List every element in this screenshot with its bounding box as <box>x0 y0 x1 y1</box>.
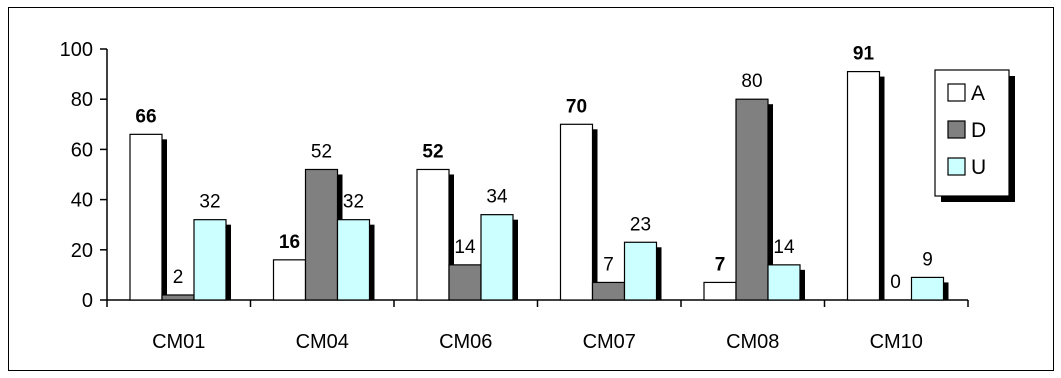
data-label: 7 <box>603 254 614 275</box>
bar-u <box>336 219 371 301</box>
labels-layer: 66 2 32 16 52 32 52 14 34 70 7 23 7 80 14 91 09 <box>135 44 932 293</box>
category-label: CM10 <box>870 331 923 353</box>
bar-u <box>910 276 945 301</box>
data-label: 34 <box>486 187 508 208</box>
bar-a <box>703 281 737 301</box>
data-label: 70 <box>566 96 587 117</box>
data-label: 9 <box>922 249 933 270</box>
bar-d <box>591 281 626 301</box>
data-label: 32 <box>199 192 220 213</box>
data-label: 16 <box>279 232 300 253</box>
category-label: CM01 <box>152 331 205 353</box>
bar-a <box>559 123 594 301</box>
bar-u <box>480 214 514 301</box>
category-label: CM08 <box>726 331 779 353</box>
legend-box <box>934 69 1010 197</box>
legend-label-a: A <box>971 82 985 105</box>
category-label: CM07 <box>583 331 636 353</box>
y-tick-label: 0 <box>82 290 93 312</box>
y-tick-label: 40 <box>71 190 93 212</box>
data-label: 32 <box>343 192 364 213</box>
data-label: 52 <box>422 141 443 162</box>
bar-a <box>416 168 450 301</box>
category-label: CM04 <box>296 331 349 353</box>
bars-layer <box>129 70 949 301</box>
legend: ADU <box>934 69 1015 202</box>
bar-u <box>193 219 227 301</box>
bar-u <box>623 241 658 301</box>
y-tick-label: 100 <box>60 39 93 61</box>
bar-a <box>846 70 881 301</box>
data-label: 80 <box>741 71 762 92</box>
bar-d <box>304 168 339 301</box>
data-label: 7 <box>715 254 726 275</box>
bar-d <box>735 98 769 301</box>
bar-a <box>129 133 163 301</box>
data-label: 0 <box>890 272 901 293</box>
y-tick-label: 80 <box>71 89 93 111</box>
data-label: 66 <box>135 106 156 127</box>
bar-d <box>161 294 195 301</box>
data-label: 2 <box>173 267 184 288</box>
legend-swatch-a <box>947 83 966 102</box>
bar-d <box>448 264 482 301</box>
bar-a <box>272 259 307 301</box>
data-label: 91 <box>853 44 875 65</box>
legend-label-d: D <box>971 119 986 142</box>
data-label: 52 <box>311 141 332 162</box>
data-label: 14 <box>454 237 476 258</box>
y-tick-label: 60 <box>71 139 93 161</box>
data-label: 14 <box>773 237 795 258</box>
legend-swatch-d <box>947 120 966 139</box>
data-label: 23 <box>630 214 651 235</box>
legend-swatch-u <box>947 157 966 176</box>
y-tick-label: 20 <box>71 240 93 262</box>
category-label: CM06 <box>439 331 492 353</box>
legend-label-u: U <box>971 156 986 179</box>
bar-u <box>767 264 801 301</box>
